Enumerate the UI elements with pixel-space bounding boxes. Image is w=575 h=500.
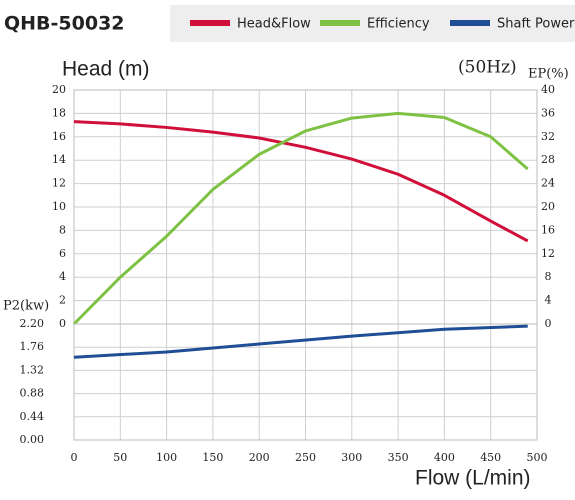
y2-tick-label: 36	[541, 106, 555, 119]
y-tick-label: 4	[59, 270, 66, 283]
chart-title: QHB-50032	[4, 13, 125, 35]
y-tick-label: 2.20	[20, 317, 45, 330]
plot-frame	[73, 323, 538, 441]
x-tick-label: 50	[113, 451, 127, 464]
y-tick-label: 2	[59, 294, 66, 307]
y2-tick-label: 16	[541, 223, 555, 236]
x-tick-label: 500	[527, 451, 548, 464]
y2-tick-label: 20	[541, 200, 555, 213]
series-line	[73, 324, 528, 359]
x-tick-label: 100	[156, 451, 177, 464]
y-tick-label: 0.00	[20, 433, 45, 446]
y2-tick-label: 40	[541, 83, 555, 96]
y2-tick-label: 12	[541, 247, 555, 260]
legend-label: Head&Flow	[237, 17, 311, 32]
y2-tick-label: 0	[545, 317, 552, 330]
y-tick-label: 0.88	[20, 387, 45, 400]
legend-box	[170, 5, 575, 42]
y2-axis-label: EP(%)	[528, 67, 569, 82]
x-tick-label: 300	[341, 451, 362, 464]
legend-swatch	[190, 20, 230, 26]
x-tick-label: 350	[388, 451, 409, 464]
y-tick-label: 1.32	[20, 363, 45, 376]
series-line	[73, 120, 529, 243]
x-tick-label: 0	[71, 451, 78, 464]
y2-tick-label: 32	[541, 130, 555, 143]
y2-tick-label: 8	[545, 270, 552, 283]
series-line	[72, 111, 529, 326]
y-tick-label: 20	[52, 83, 66, 96]
x-axis-label: Flow (L/min)	[415, 467, 531, 490]
x-tick-label: 200	[249, 451, 270, 464]
y-tick-label: 0	[59, 317, 66, 330]
x-tick-label: 250	[295, 451, 316, 464]
y-tick-label: 10	[52, 200, 66, 213]
y2-tick-label: 24	[541, 177, 555, 190]
y2-tick-label: 28	[541, 153, 555, 166]
annotation: (50Hz)	[458, 58, 517, 78]
legend-label: Efficiency	[367, 17, 430, 32]
y-tick-label: 16	[52, 130, 66, 143]
legend-swatch	[450, 20, 490, 26]
x-tick-label: 450	[480, 451, 501, 464]
y-tick-label: 12	[52, 177, 66, 190]
y-tick-label: 6	[59, 247, 66, 260]
y-tick-label: 0.44	[20, 410, 45, 423]
y-tick-label: 8	[59, 223, 66, 236]
x-tick-label: 400	[434, 451, 455, 464]
y2-tick-label: 4	[545, 294, 552, 307]
y-axis-label: P2(kw)	[3, 299, 49, 314]
x-tick-label: 150	[202, 451, 223, 464]
y-tick-label: 18	[52, 106, 66, 119]
legend-label: Shaft Power	[497, 17, 575, 32]
y-tick-label: 1.76	[20, 340, 45, 353]
y-axis-label: Head (m)	[62, 58, 150, 81]
legend-swatch	[320, 20, 360, 26]
y-tick-label: 14	[52, 153, 66, 166]
